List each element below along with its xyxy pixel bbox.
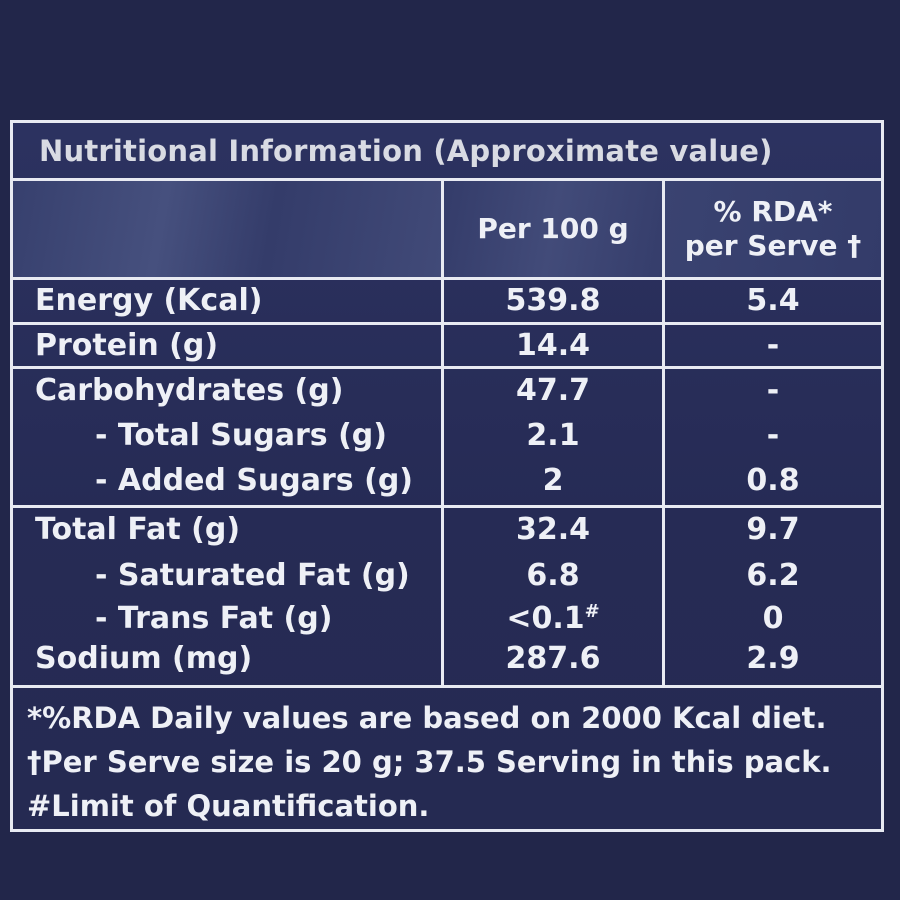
row-value-sodium-per100g: 287.6 [505, 641, 601, 676]
row-value-total-sugars-per100g: 2.1 [526, 418, 580, 453]
row-label-protein: Protein (g) [35, 328, 219, 363]
row-divider-protein [13, 366, 881, 369]
row-value-carbohydrates-per100g: 47.7 [515, 373, 591, 408]
header-blank-cell [13, 181, 441, 277]
row-value-total-fat-rda: 9.7 [746, 512, 800, 547]
row-value-added-sugars-rda: 0.8 [746, 463, 800, 498]
row-value-trans-fat-rda: 0 [762, 601, 784, 636]
header-rda-per-serve: % RDA* per Serve † [665, 181, 881, 277]
row-value-total-fat-per100g: 32.4 [515, 512, 591, 547]
nutrition-panel: Nutritional Information (Approximate val… [10, 120, 884, 832]
row-value-sodium-rda: 2.9 [746, 641, 800, 676]
row-label-added-sugars: - Added Sugars (g) [95, 463, 414, 498]
row-divider-footer [13, 685, 881, 688]
row-label-total-sugars: - Total Sugars (g) [95, 418, 387, 453]
row-label-trans-fat: - Trans Fat (g) [95, 601, 333, 636]
footnote-serve-size: †Per Serve size is 20 g; 37.5 Serving in… [27, 745, 832, 779]
row-value-protein-per100g: 14.4 [515, 328, 591, 363]
row-divider-carbs [13, 505, 881, 508]
row-label-carbohydrates: Carbohydrates (g) [35, 373, 344, 408]
row-value-total-sugars-rda: - [766, 418, 780, 453]
limit-of-quantification-mark: # [584, 601, 600, 622]
row-label-energy: Energy (Kcal) [35, 283, 263, 318]
row-value-saturated-fat-per100g: 6.8 [526, 558, 580, 593]
row-label-total-fat: Total Fat (g) [35, 512, 241, 547]
table-title: Nutritional Information (Approximate val… [13, 123, 881, 181]
column-divider-1 [441, 181, 444, 686]
row-value-energy-rda: 5.4 [746, 283, 800, 318]
footnote-rda: *%RDA Daily values are based on 2000 Kca… [27, 701, 827, 735]
row-value-energy-per100g: 539.8 [505, 283, 601, 318]
header-per-100g: Per 100 g [444, 181, 662, 277]
row-label-saturated-fat: - Saturated Fat (g) [95, 558, 410, 593]
row-value-carbohydrates-rda: - [766, 373, 780, 408]
trans-fat-value: <0.1 [506, 601, 585, 636]
row-value-saturated-fat-rda: 6.2 [746, 558, 800, 593]
row-value-trans-fat-per100g: <0.1# [444, 601, 662, 636]
header-rda-label: % RDA* per Serve † [684, 195, 862, 262]
row-divider-energy [13, 322, 881, 325]
row-value-added-sugars-per100g: 2 [542, 463, 564, 498]
column-divider-2 [662, 181, 665, 686]
footnote-loq: #Limit of Quantification. [27, 789, 430, 823]
row-value-protein-rda: - [766, 328, 780, 363]
row-label-sodium: Sodium (mg) [35, 641, 253, 676]
row-divider-header [13, 277, 881, 280]
